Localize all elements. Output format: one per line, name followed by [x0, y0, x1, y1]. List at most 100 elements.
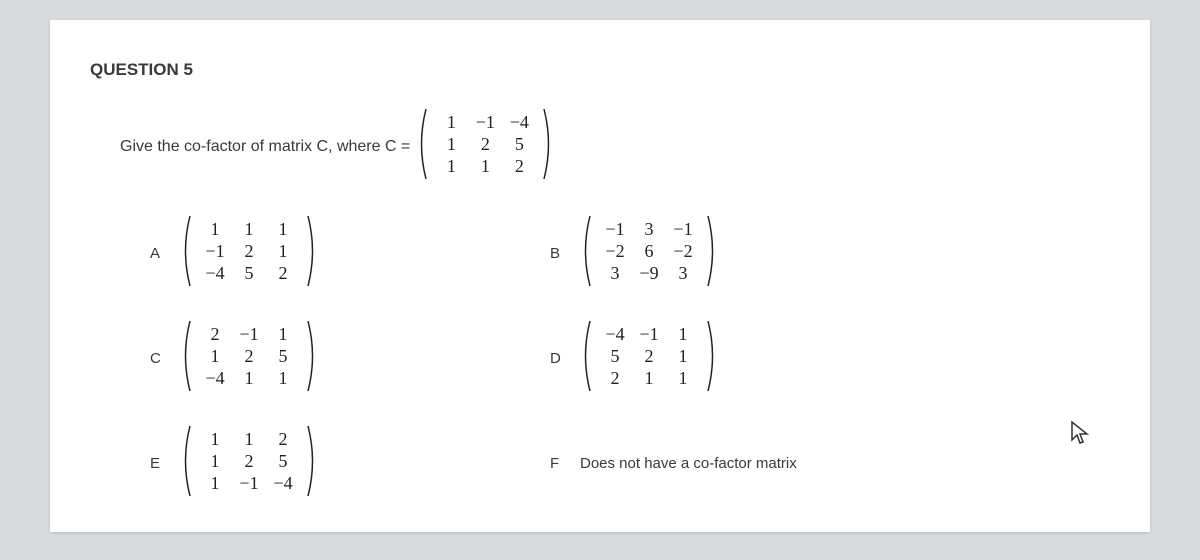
- option-label-A: A: [150, 245, 180, 262]
- matrix-cell: 2: [266, 262, 300, 284]
- matrix-option-A: 111−121−452: [180, 215, 318, 287]
- matrix-cell: 1: [434, 133, 468, 155]
- matrix-row: 521: [598, 345, 700, 367]
- matrix-cell: 1: [198, 450, 232, 472]
- matrix-cell: −2: [598, 240, 632, 262]
- matrix-cell: 1: [198, 472, 232, 494]
- option-D[interactable]: D −4−11521211: [550, 320, 1050, 397]
- matrix-cell: 1: [232, 218, 266, 240]
- matrix-cell: −1: [598, 218, 632, 240]
- matrix-cell: 2: [632, 345, 666, 367]
- paren-left: [180, 215, 192, 287]
- paren-right: [706, 215, 718, 287]
- matrix-cell: −1: [632, 323, 666, 345]
- matrix-cell: −1: [198, 240, 232, 262]
- matrix-cell: 3: [666, 262, 700, 284]
- matrix-cell: 1: [632, 367, 666, 389]
- matrix-row: 111: [198, 218, 300, 240]
- matrix-option-B: −13−1−26−23−93: [580, 215, 718, 287]
- question-prompt-text: Give the co-factor of matrix C, where C …: [120, 138, 410, 156]
- matrix-cell: 1: [266, 367, 300, 389]
- matrix-cell: 1: [198, 428, 232, 450]
- matrix-cell: 5: [598, 345, 632, 367]
- matrix-cell: 1: [232, 367, 266, 389]
- matrix-row: −411: [198, 367, 300, 389]
- option-label-B: B: [550, 245, 580, 262]
- matrix-body: 1−1−4125112: [428, 108, 542, 180]
- matrix-cell: −1: [232, 472, 266, 494]
- option-label-E: E: [150, 455, 180, 472]
- option-A[interactable]: A 111−121−452: [150, 215, 490, 292]
- paren-right: [706, 320, 718, 392]
- matrix-row: −121: [198, 240, 300, 262]
- question-sheet: QUESTION 5 Give the co-factor of matrix …: [50, 20, 1150, 532]
- matrix-body: −4−11521211: [592, 320, 706, 392]
- matrix-cell: −2: [666, 240, 700, 262]
- matrix-body: 1121251−1−4: [192, 425, 306, 497]
- question-title: QUESTION 5: [90, 60, 1110, 80]
- option-label-C: C: [150, 350, 180, 367]
- matrix-cell: −9: [632, 262, 666, 284]
- matrix-option-D: −4−11521211: [580, 320, 718, 392]
- paren-left: [416, 108, 428, 180]
- matrix-row: −4−11: [598, 323, 700, 345]
- matrix-row: 125: [198, 345, 300, 367]
- option-E[interactable]: E 1121251−1−4: [150, 425, 490, 502]
- matrix-row: −452: [198, 262, 300, 284]
- matrix-cell: 2: [502, 155, 536, 177]
- matrix-cell: 1: [198, 218, 232, 240]
- matrix-cell: 2: [232, 450, 266, 472]
- paren-left: [180, 425, 192, 497]
- matrix-cell: −4: [266, 472, 300, 494]
- matrix-row: 125: [434, 133, 536, 155]
- paren-left: [580, 320, 592, 392]
- matrix-cell: 1: [266, 218, 300, 240]
- matrix-row: 112: [434, 155, 536, 177]
- paren-right: [306, 320, 318, 392]
- matrix-cell: −1: [232, 323, 266, 345]
- option-label-D: D: [550, 350, 580, 367]
- matrix-row: 112: [198, 428, 300, 450]
- option-F[interactable]: F Does not have a co-factor matrix: [550, 425, 1050, 502]
- matrix-cell: −4: [502, 111, 536, 133]
- matrix-cell: −4: [198, 262, 232, 284]
- paren-right: [306, 215, 318, 287]
- matrix-body: 2−11125−411: [192, 320, 306, 392]
- matrix-row: −26−2: [598, 240, 700, 262]
- matrix-cell: 5: [502, 133, 536, 155]
- matrix-body: 111−121−452: [192, 215, 306, 287]
- matrix-row: 2−11: [198, 323, 300, 345]
- matrix-row: 211: [598, 367, 700, 389]
- matrix-cell: 1: [198, 345, 232, 367]
- matrix-cell: 1: [666, 367, 700, 389]
- matrix-cell: 2: [198, 323, 232, 345]
- paren-left: [180, 320, 192, 392]
- matrix-cell: 1: [266, 240, 300, 262]
- matrix-cell: 1: [434, 155, 468, 177]
- matrix-cell: 1: [232, 428, 266, 450]
- paren-right: [542, 108, 554, 180]
- paren-left: [580, 215, 592, 287]
- matrix-cell: 1: [266, 323, 300, 345]
- matrix-row: 1−1−4: [198, 472, 300, 494]
- matrix-cell: 1: [666, 345, 700, 367]
- matrix-cell: 2: [232, 240, 266, 262]
- option-C[interactable]: C 2−11125−411: [150, 320, 490, 397]
- matrix-row: 125: [198, 450, 300, 472]
- matrix-cell: −1: [666, 218, 700, 240]
- options-grid: A 111−121−452 B −13−1−26−23−93 C 2−11125…: [150, 215, 1110, 502]
- matrix-row: 3−93: [598, 262, 700, 284]
- matrix-cell: 1: [468, 155, 502, 177]
- option-label-F: F: [550, 455, 580, 472]
- matrix-cell: 2: [232, 345, 266, 367]
- prompt-matrix: 1−1−4125112: [416, 108, 554, 180]
- option-B[interactable]: B −13−1−26−23−93: [550, 215, 1050, 292]
- paren-right: [306, 425, 318, 497]
- question-prompt-row: Give the co-factor of matrix C, where C …: [120, 108, 1110, 185]
- option-F-text: Does not have a co-factor matrix: [580, 455, 797, 472]
- matrix-cell: 3: [632, 218, 666, 240]
- matrix-option-C: 2−11125−411: [180, 320, 318, 392]
- matrix-body: −13−1−26−23−93: [592, 215, 706, 287]
- cursor-icon: [1070, 420, 1090, 452]
- matrix-row: 1−1−4: [434, 111, 536, 133]
